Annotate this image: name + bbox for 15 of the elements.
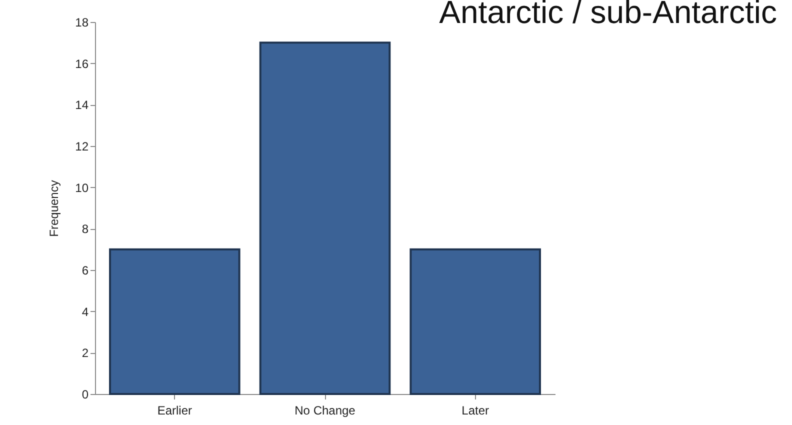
x-tick-label: No Change <box>294 404 356 418</box>
y-tick-label: 12 <box>75 140 89 154</box>
y-tick-label: 0 <box>82 388 89 402</box>
y-tick-label: 4 <box>82 304 89 319</box>
y-tick-label: 16 <box>75 56 89 71</box>
y-tick-label: 2 <box>82 346 89 360</box>
y-tick-label: 6 <box>82 264 89 278</box>
y-tick-label: 10 <box>75 180 89 195</box>
y-axis-title: Frequency <box>47 180 62 237</box>
y-tick-label: 14 <box>75 98 89 112</box>
x-tick-label: Later <box>462 404 490 418</box>
chart-title: Antarctic / sub-Antarctic <box>439 0 777 30</box>
y-tick-label: 8 <box>82 222 89 236</box>
x-tick-label: Earlier <box>157 404 192 418</box>
y-tick-label: 18 <box>75 16 89 30</box>
